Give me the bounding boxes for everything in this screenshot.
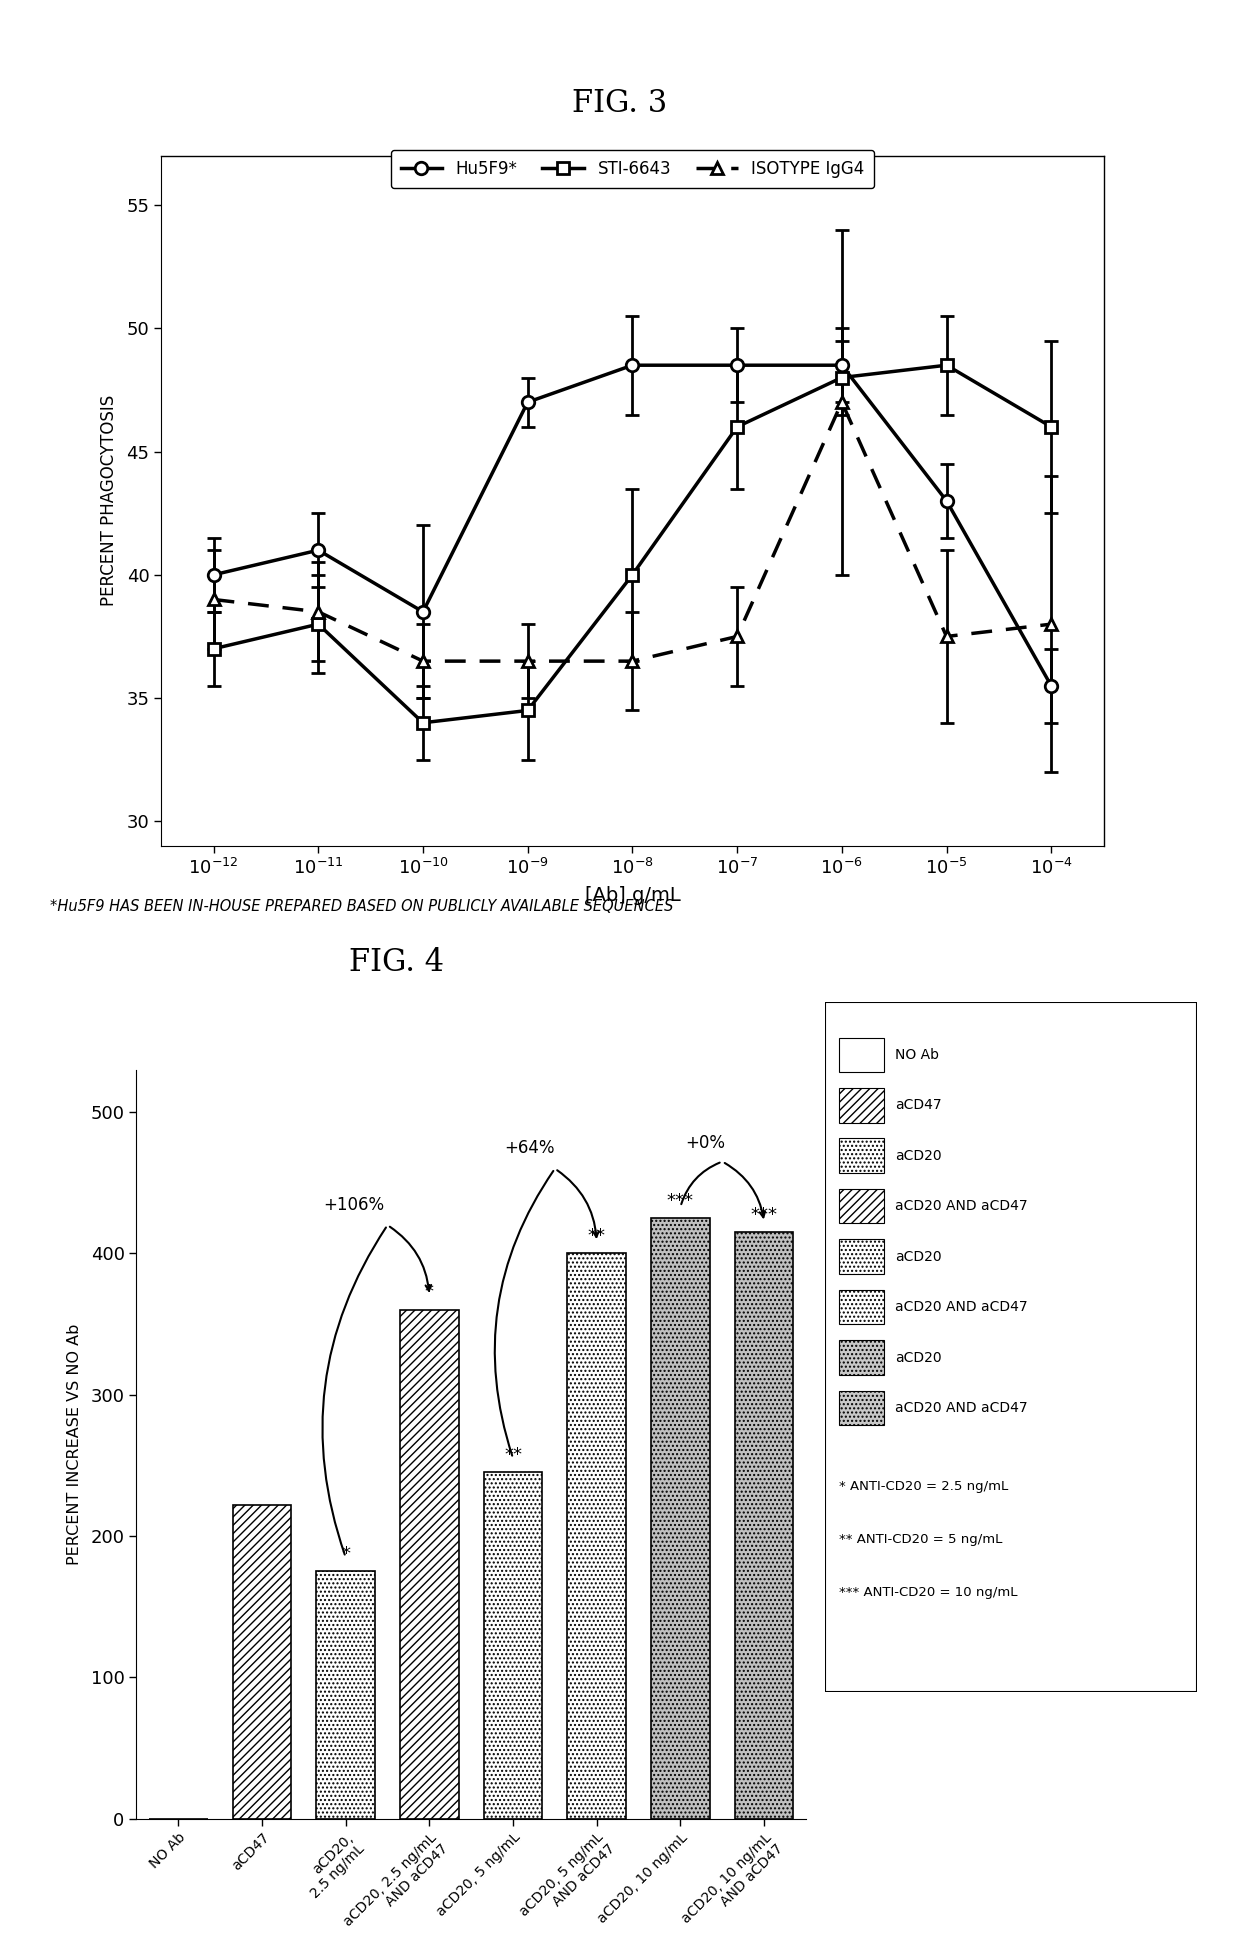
Text: aCD20: aCD20 [895,1149,942,1163]
Y-axis label: PERCENT PHAGOCYTOSIS: PERCENT PHAGOCYTOSIS [100,395,118,607]
Text: +64%: +64% [505,1140,556,1157]
Text: +106%: +106% [324,1196,384,1214]
Text: ***: *** [667,1192,694,1210]
Text: aCD47: aCD47 [895,1099,942,1113]
Legend: Hu5F9*, STI-6643, ISOTYPE IgG4: Hu5F9*, STI-6643, ISOTYPE IgG4 [391,150,874,189]
Text: *: * [341,1544,350,1564]
Text: aCD20: aCD20 [895,1249,942,1264]
Bar [839,1037,884,1072]
Text: ** ANTI-CD20 = 5 ng/mL: ** ANTI-CD20 = 5 ng/mL [839,1533,1003,1546]
Text: * ANTI-CD20 = 2.5 ng/mL: * ANTI-CD20 = 2.5 ng/mL [839,1480,1008,1492]
Text: aCD20 AND aCD47: aCD20 AND aCD47 [895,1400,1028,1416]
Bar [233,1505,291,1819]
Bar [735,1233,794,1819]
Text: FIG. 4: FIG. 4 [350,947,444,978]
Text: ***: *** [750,1206,777,1223]
Text: aCD20 AND aCD47: aCD20 AND aCD47 [895,1299,1028,1315]
Bar [839,1138,884,1173]
Bar [401,1309,459,1819]
Text: *: * [425,1284,434,1301]
Text: **: ** [588,1227,606,1245]
Bar [839,1087,884,1122]
Text: +0%: +0% [686,1134,725,1151]
Bar [839,1340,884,1375]
Bar [484,1472,542,1819]
Y-axis label: PERCENT INCREASE VS NO Ab: PERCENT INCREASE VS NO Ab [67,1323,82,1566]
Bar [568,1253,626,1819]
Text: **: ** [503,1445,522,1465]
Bar [839,1290,884,1325]
Bar [839,1239,884,1274]
Text: aCD20: aCD20 [895,1350,942,1365]
Bar [316,1572,374,1819]
Bar [839,1391,884,1426]
Text: NO Ab: NO Ab [895,1048,939,1062]
X-axis label: [Ab] g/mL: [Ab] g/mL [584,887,681,904]
Bar [651,1218,709,1819]
Text: FIG. 3: FIG. 3 [573,88,667,119]
Text: *** ANTI-CD20 = 10 ng/mL: *** ANTI-CD20 = 10 ng/mL [839,1585,1018,1599]
Text: *Hu5F9 HAS BEEN IN-HOUSE PREPARED BASED ON PUBLICLY AVAILABLE SEQUENCES: *Hu5F9 HAS BEEN IN-HOUSE PREPARED BASED … [50,899,673,914]
Text: aCD20 AND aCD47: aCD20 AND aCD47 [895,1200,1028,1214]
Bar [839,1188,884,1223]
